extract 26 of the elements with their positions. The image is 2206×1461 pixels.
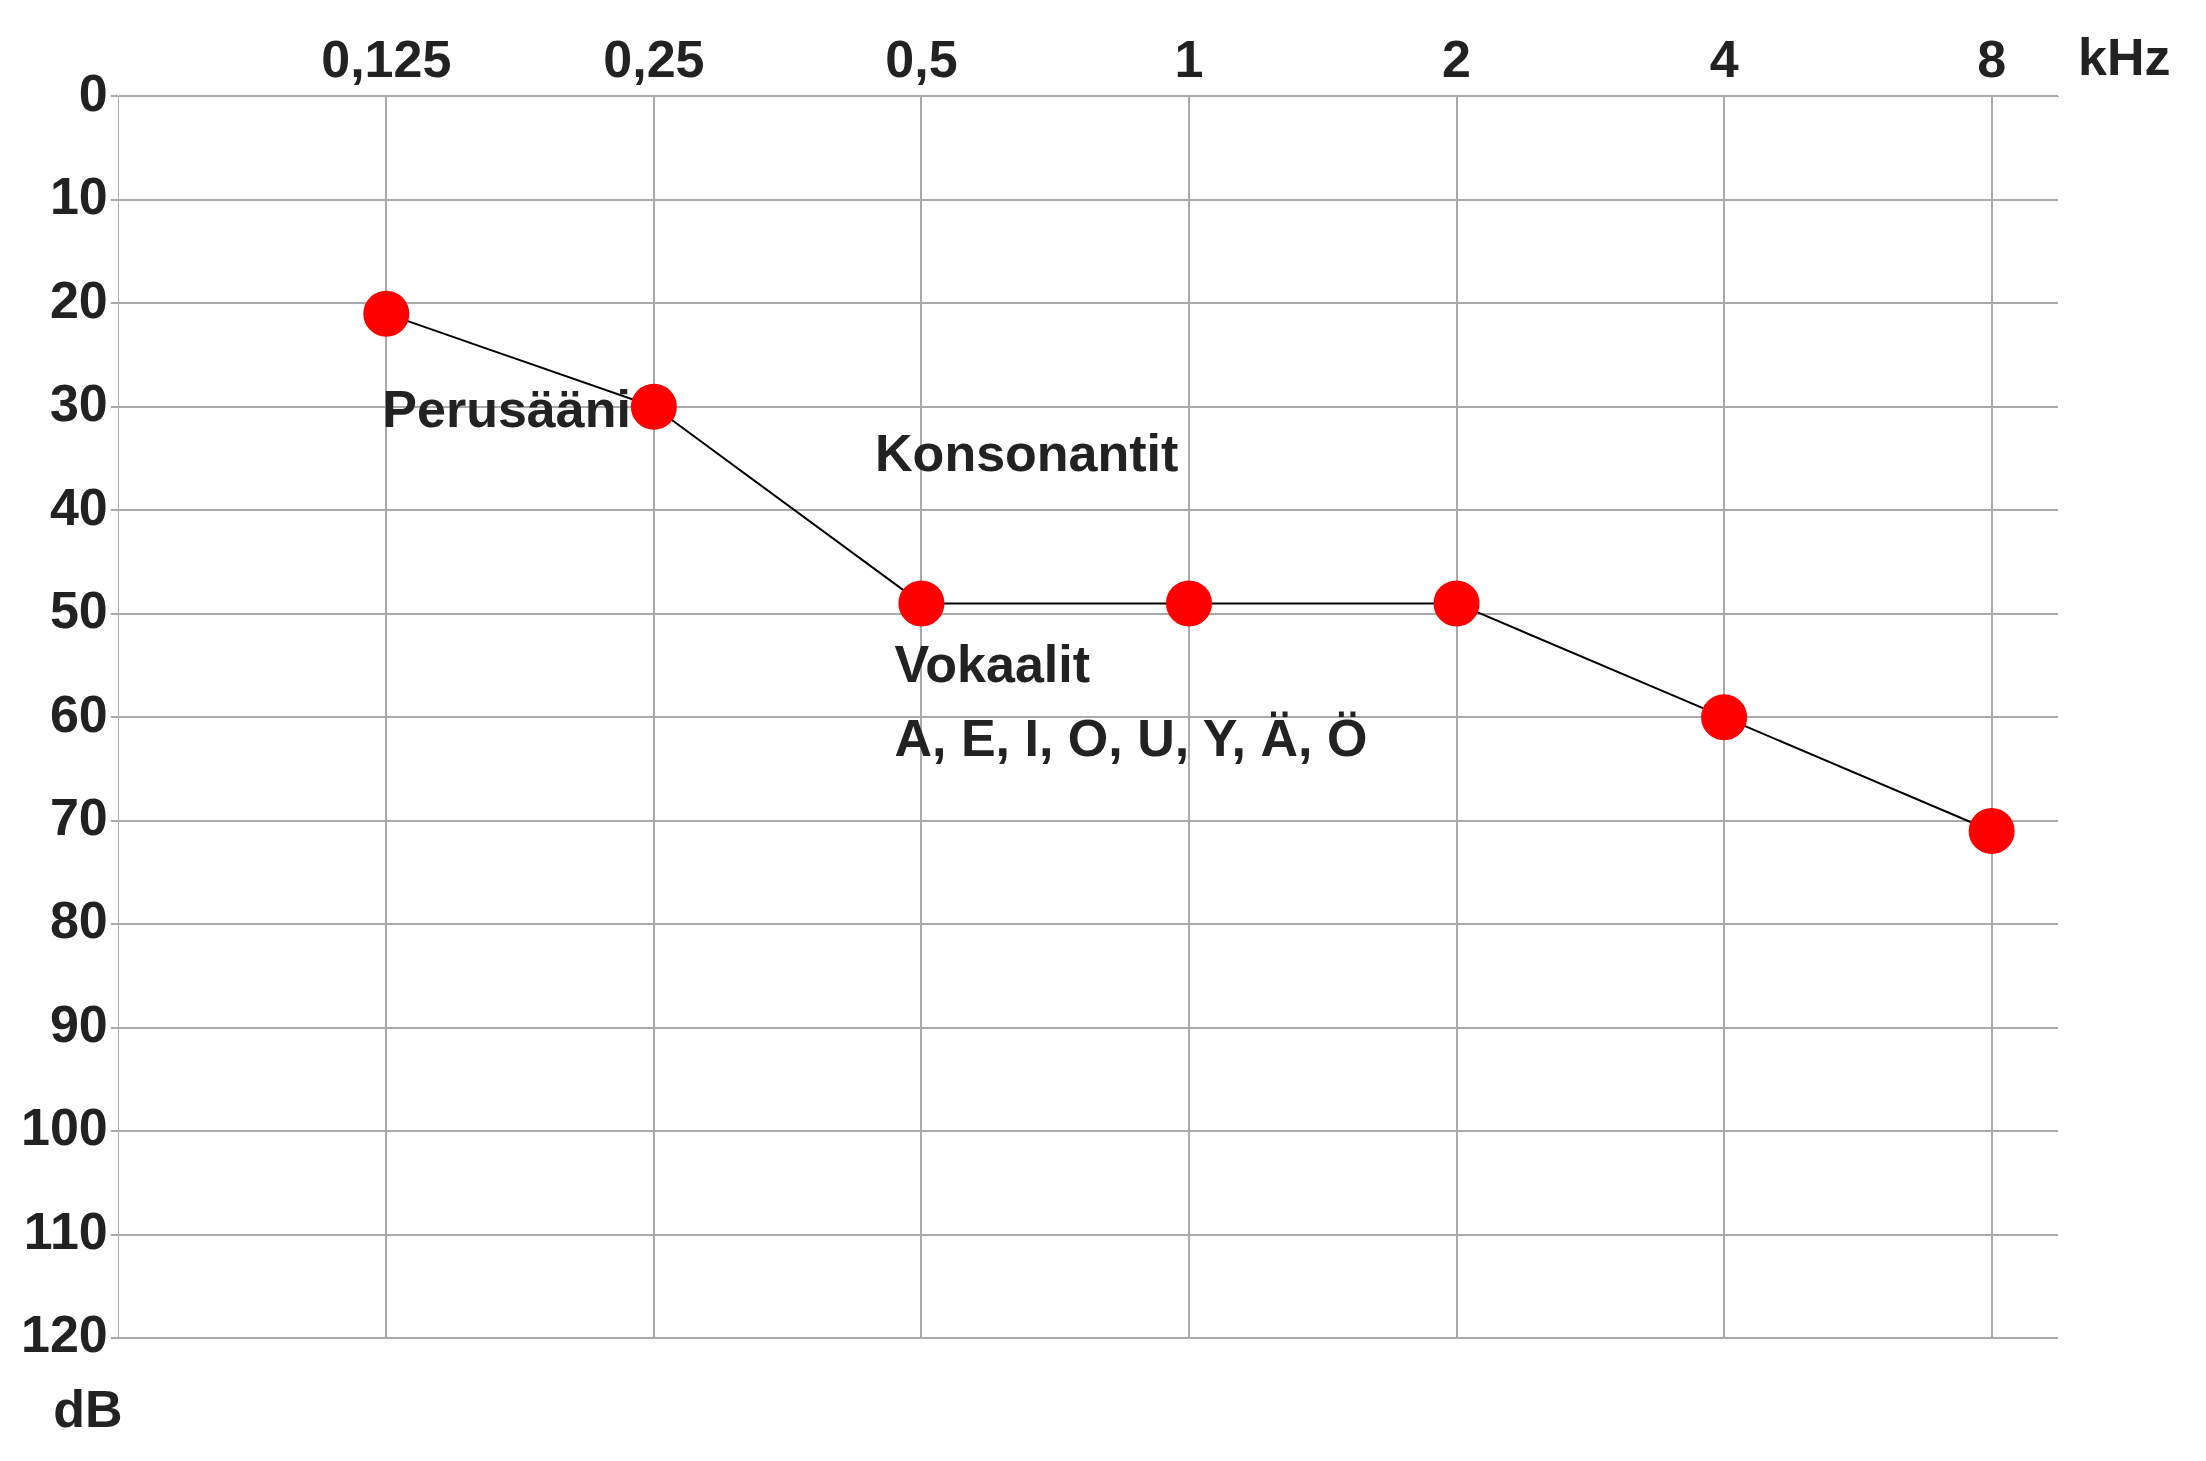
- annotation: Konsonantit: [875, 423, 1179, 482]
- x-tick-label: 1: [1174, 29, 1204, 88]
- annotation: Perusääni: [382, 380, 631, 439]
- y-tick-label: 50: [49, 581, 108, 640]
- y-tick-label: 0: [78, 63, 108, 122]
- y-tick-label: 40: [49, 477, 108, 536]
- x-tick-label: 0,125: [321, 29, 452, 88]
- x-tick-label: 2: [1442, 29, 1472, 88]
- x-tick-label: 0,5: [885, 29, 958, 88]
- y-tick-label: 90: [49, 994, 108, 1053]
- y-tick-label: 70: [49, 788, 108, 847]
- annotation: A, E, I, O, U, Y, Ä, Ö: [894, 709, 1368, 768]
- x-tick-label: 8: [1977, 29, 2007, 88]
- x-tick-label: 4: [1709, 29, 1739, 88]
- y-tick-label: 80: [49, 891, 108, 950]
- y-tick-label: 30: [49, 374, 108, 433]
- annotation: Vokaalit: [894, 634, 1091, 693]
- y-tick-label: 100: [20, 1098, 108, 1157]
- y-tick-label: 20: [49, 270, 108, 329]
- y-tick-label: 110: [23, 1201, 108, 1260]
- y-tick-label: 60: [49, 684, 108, 743]
- y-tick-label: 120: [20, 1305, 108, 1364]
- x-axis-title: kHz: [2078, 27, 2171, 86]
- x-tick-label: 0,25: [603, 29, 705, 88]
- y-tick-label: 10: [49, 167, 108, 226]
- y-axis-title: dB: [53, 1380, 123, 1439]
